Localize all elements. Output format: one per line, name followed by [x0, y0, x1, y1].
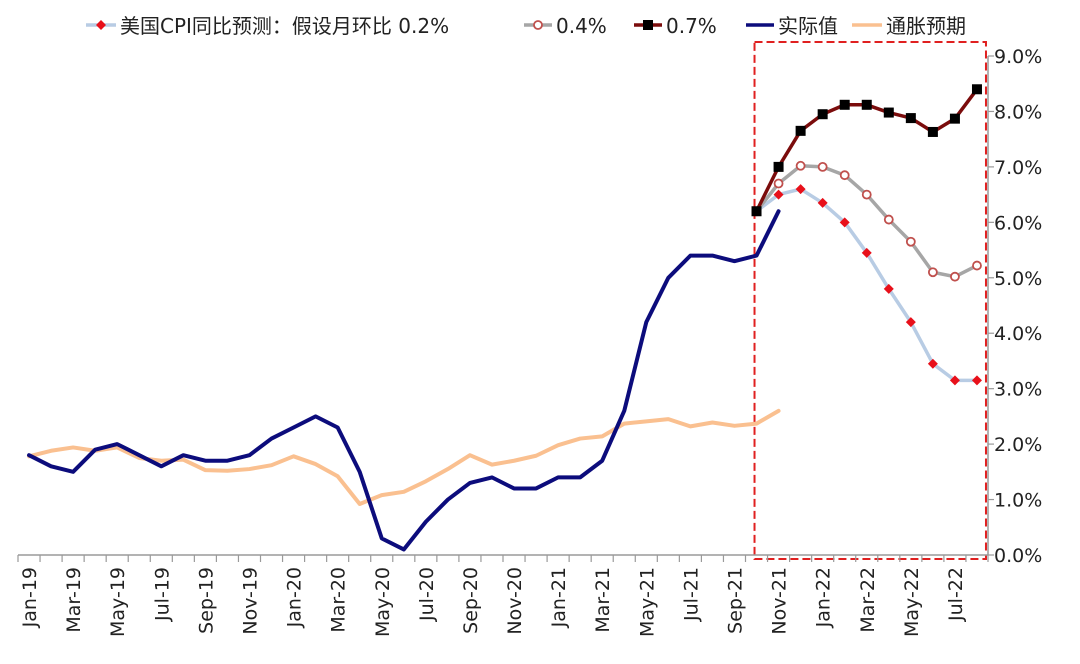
series-marker — [533, 20, 543, 30]
series-marker — [795, 160, 806, 171]
series-layer — [27, 84, 982, 552]
legend-item: 通胀预期 — [852, 14, 966, 38]
series-0 — [751, 184, 982, 386]
legend-item: 0.7% — [634, 14, 717, 38]
x-tick-label: Nov-21 — [769, 567, 791, 635]
series-marker — [927, 267, 938, 278]
x-tick-label: May-22 — [901, 567, 923, 637]
legend-item: 实际值 — [746, 14, 838, 38]
x-tick-label: Jan-19 — [19, 567, 41, 628]
series-marker — [773, 161, 784, 172]
y-tick-label: 2.0% — [994, 434, 1042, 456]
y-tick-label: 8.0% — [994, 101, 1042, 123]
series-marker — [839, 217, 850, 228]
legend-label: 实际值 — [778, 14, 838, 38]
x-tick-label: Nov-20 — [504, 567, 526, 635]
series-marker — [795, 125, 806, 136]
series-2 — [751, 84, 982, 217]
y-tick-label: 6.0% — [994, 212, 1042, 234]
series-3 — [27, 209, 781, 552]
y-tick-label: 7.0% — [994, 157, 1042, 179]
x-tick-label: Jul-19 — [151, 567, 173, 622]
axes: Jan-19 Mar-19 May-19 Jul-19 Sep-19 Nov-19 Jan-… — [17, 46, 1042, 637]
x-tick-label: Jan-21 — [548, 567, 570, 628]
x-tick-label: Jan-22 — [813, 567, 835, 628]
series-line — [754, 187, 979, 383]
legend-label: 美国CPI同比预测：假设月环比 0.2% — [120, 14, 449, 38]
series-marker — [795, 184, 806, 195]
series-marker — [861, 247, 872, 258]
y-tick-label: 1.0% — [994, 490, 1042, 512]
x-tick-label: Jan-20 — [284, 567, 306, 628]
x-tick-label: Jul-21 — [680, 567, 702, 622]
x-tick-label: Mar-20 — [328, 567, 350, 633]
forecast-highlight-box — [753, 41, 987, 560]
legend-item: 美国CPI同比预测：假设月环比 0.2% — [86, 14, 449, 38]
series-marker — [972, 260, 982, 271]
series-marker — [949, 113, 960, 124]
y-tick-label: 5.0% — [994, 268, 1042, 290]
series-marker — [96, 20, 106, 30]
series-marker — [883, 107, 894, 118]
series-marker — [773, 189, 784, 200]
series-marker — [971, 84, 982, 95]
series-line — [27, 408, 781, 506]
series-marker — [817, 109, 828, 120]
x-tick-label: Sep-19 — [195, 567, 217, 634]
y-tick-label: 9.0% — [994, 46, 1042, 68]
series-marker — [751, 206, 762, 217]
series-4 — [27, 408, 781, 506]
x-tick-label: Mar-21 — [592, 567, 614, 633]
x-tick-label: Sep-21 — [724, 567, 746, 634]
series-marker — [971, 375, 982, 386]
series-marker — [927, 358, 938, 369]
legend-label: 0.7% — [666, 14, 717, 38]
y-tick-label: 3.0% — [994, 379, 1042, 401]
legend: 美国CPI同比预测：假设月环比 0.2% 0.4% 0.7% 实际值 通胀预期 — [86, 14, 966, 38]
y-tick-label: 0.0% — [994, 545, 1042, 567]
x-tick-label: May-20 — [372, 567, 394, 637]
legend-item: 0.4% — [524, 14, 607, 38]
series-marker — [883, 214, 894, 225]
series-marker — [950, 271, 960, 282]
series-marker — [927, 126, 938, 137]
series-marker — [905, 113, 916, 124]
series-marker — [861, 189, 872, 200]
x-tick-label: May-21 — [636, 567, 658, 637]
series-marker — [839, 99, 850, 110]
legend-label: 0.4% — [556, 14, 607, 38]
series-marker — [905, 236, 916, 247]
series-marker — [905, 317, 916, 328]
series-line — [754, 164, 979, 279]
x-tick-label: Jul-22 — [945, 567, 967, 622]
series-marker — [883, 283, 894, 294]
x-tick-label: Sep-20 — [460, 567, 482, 634]
series-line — [27, 209, 781, 552]
series-marker — [839, 170, 850, 181]
x-tick-label: Mar-19 — [63, 567, 85, 633]
x-tick-label: Nov-19 — [239, 567, 261, 635]
series-marker — [773, 178, 784, 189]
series-marker — [817, 197, 828, 208]
x-tick-label: Jul-20 — [416, 567, 438, 622]
y-tick-label: 4.0% — [994, 323, 1042, 345]
series-marker — [949, 375, 960, 386]
series-marker — [861, 99, 872, 110]
legend-label: 通胀预期 — [886, 14, 966, 38]
series-marker — [643, 20, 653, 30]
series-1 — [751, 160, 982, 282]
x-tick-label: Mar-22 — [857, 567, 879, 633]
series-marker — [817, 161, 828, 172]
forecast-highlight-rect — [753, 41, 987, 560]
x-tick-label: May-19 — [107, 567, 129, 637]
